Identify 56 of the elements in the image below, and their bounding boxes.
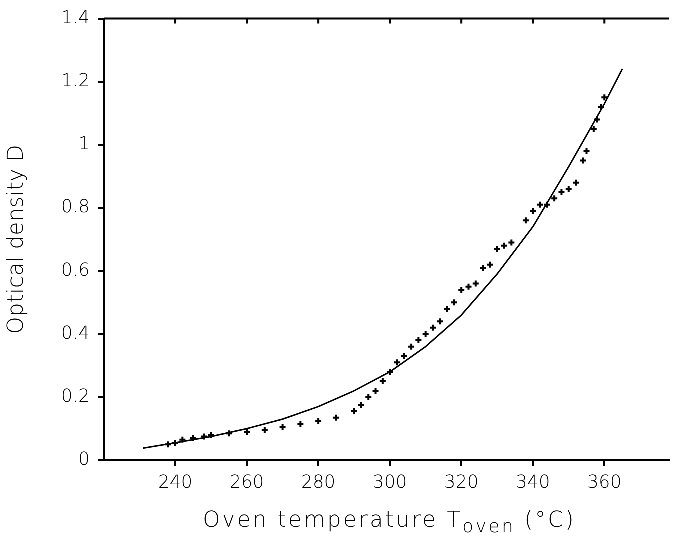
- x-tick-label: 300: [372, 472, 408, 493]
- y-tick-label: 0.4: [61, 322, 90, 344]
- x-tick-label: 360: [587, 472, 622, 493]
- point: [422, 330, 430, 338]
- point: [593, 116, 602, 124]
- point: [400, 352, 408, 360]
- x-axis-title: Oven temperature T$_{oven}$ (°C): [202, 508, 577, 538]
- x-tick-label: 340: [516, 472, 550, 493]
- point: [579, 156, 588, 165]
- point: [428, 324, 437, 332]
- point: [225, 430, 234, 438]
- x-tick-label: 280: [301, 472, 336, 493]
- y-tick-label: 1.2: [61, 70, 90, 92]
- point: [590, 125, 598, 134]
- point: [550, 194, 559, 203]
- y-tick-label: 1: [78, 134, 90, 155]
- point: [178, 436, 187, 444]
- y-tick-label: 0.6: [61, 260, 90, 281]
- point: [543, 200, 552, 209]
- point: [597, 103, 606, 112]
- point: [508, 238, 516, 247]
- point: [164, 440, 172, 449]
- point: [332, 414, 340, 422]
- point: [364, 393, 373, 402]
- point: [207, 431, 216, 440]
- point: [393, 358, 402, 367]
- point: [464, 282, 473, 291]
- point: [458, 286, 466, 294]
- point: [536, 200, 544, 209]
- point: [200, 432, 208, 441]
- y-tick-label: 0.2: [61, 386, 90, 407]
- x-tick-label: 240: [158, 472, 193, 493]
- point: [572, 178, 580, 187]
- point: [357, 401, 366, 410]
- point: [260, 426, 269, 434]
- point: [582, 147, 591, 156]
- y-tick-label: 0: [78, 449, 90, 470]
- x-tick-label: 320: [444, 472, 479, 493]
- point: [408, 342, 416, 351]
- point: [529, 207, 538, 216]
- point: [522, 216, 530, 225]
- point: [472, 280, 480, 288]
- y-tick-label: 1.4: [61, 7, 90, 28]
- point: [493, 245, 502, 254]
- x-tick-label: 260: [230, 472, 264, 493]
- point: [386, 368, 394, 376]
- point: [450, 298, 458, 307]
- point: [564, 185, 573, 194]
- y-axis-title: Optical density D: [4, 144, 29, 334]
- point: [486, 260, 494, 269]
- y-tick-label: 0.8: [61, 196, 90, 218]
- point: [436, 318, 444, 326]
- point: [558, 188, 566, 196]
- point: [278, 423, 287, 432]
- point: [296, 420, 305, 428]
- point: [189, 434, 198, 442]
